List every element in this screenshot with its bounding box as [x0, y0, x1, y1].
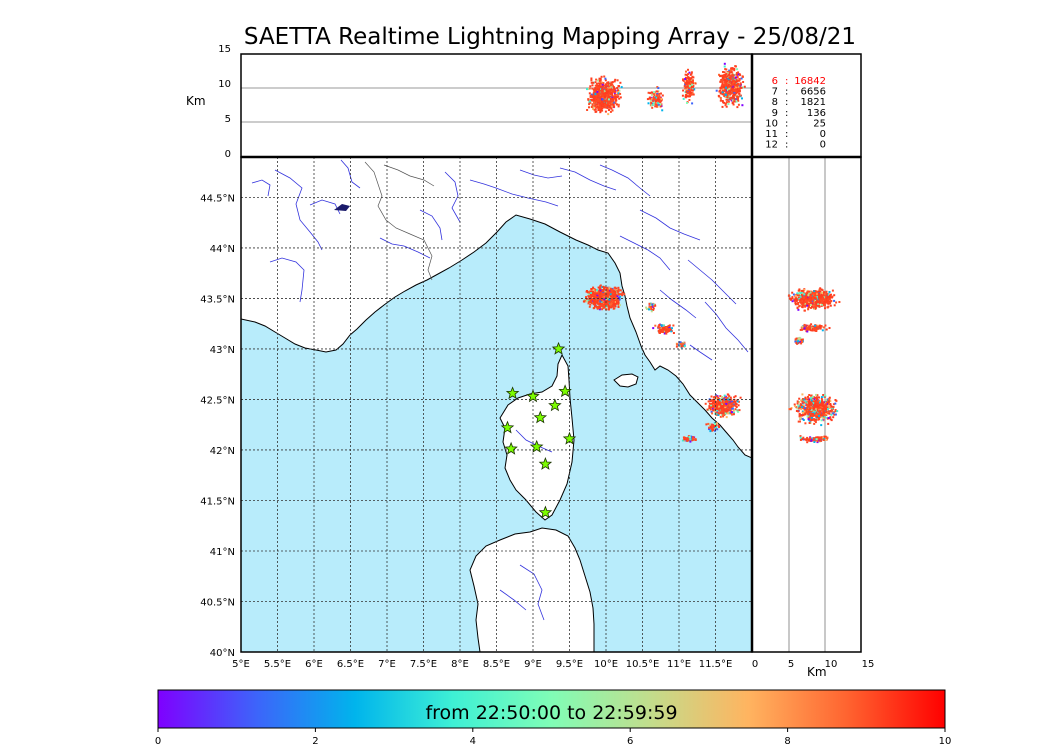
count-level: 8 — [772, 97, 778, 108]
count-value: 25 — [813, 118, 826, 129]
count-value: 1821 — [801, 97, 826, 108]
top-ylabel: Km — [186, 94, 206, 108]
lake — [334, 204, 350, 211]
right-lightning-sources — [787, 287, 841, 444]
count-separator: : — [785, 87, 788, 98]
altitude-tick-label: 15 — [218, 44, 231, 55]
count-value: 6656 — [801, 87, 826, 98]
star-icon — [533, 410, 548, 424]
colorbar-tick: 4 — [470, 736, 476, 747]
lon-tick-label: 11.5°E — [699, 659, 733, 670]
lat-tick-label: 40°N — [210, 648, 235, 659]
star-icon — [551, 341, 566, 355]
corsica-land — [499, 353, 575, 521]
map-grid — [241, 157, 752, 652]
star-icon — [529, 439, 544, 453]
map-panel: 5°E 5.5°E 6°E 6.5°E 7°E 7.5°E 8°E 8.5°E 9°E 9.5°E… — [200, 156, 753, 670]
colorbar: 0 2 4 6 8 10 — [155, 689, 952, 747]
lat-tick-label: 44.5°N — [200, 193, 235, 204]
lat-tick-label: 42°N — [210, 446, 235, 457]
lon-tick-label: 8.5°E — [483, 659, 510, 670]
star-icon — [558, 384, 572, 398]
count-level: 10 — [765, 118, 778, 129]
top-lightning-sources — [586, 62, 746, 116]
star-icon — [504, 441, 518, 455]
count-separator: : — [785, 76, 788, 87]
map-lightning-sources — [582, 284, 742, 443]
right-xtick-labels: 0 5 10 15 — [752, 659, 875, 670]
altitude-tick-label: 15 — [862, 659, 875, 670]
lon-tick-label: 8°E — [451, 659, 469, 670]
colorbar-tick: 6 — [627, 736, 633, 747]
lat-tick-label: 44°N — [210, 244, 235, 255]
altitude-tick-label: 10 — [825, 659, 838, 670]
top-ytick-labels: 15 10 5 0 — [218, 44, 231, 160]
latitude-tick-labels: 44.5°N 44°N 43.5°N 43°N 42.5°N 42°N 41.5°N 41°N… — [200, 193, 235, 659]
star-icon — [526, 389, 540, 403]
count-level: 9 — [772, 108, 778, 119]
lat-tick-label: 41°N — [210, 547, 235, 558]
count-level: 12 — [765, 140, 778, 151]
count-separator: : — [785, 118, 788, 129]
lon-tick-label: 10°E — [594, 659, 618, 670]
longitude-tick-labels: 5°E 5.5°E 6°E 6.5°E 7°E 7.5°E 8°E 8.5°E 9°E 9.5°E… — [232, 659, 732, 670]
lon-tick-label: 11°E — [667, 659, 691, 670]
lon-tick-label: 5.5°E — [264, 659, 291, 670]
altitude-tick-label: 5 — [788, 659, 794, 670]
count-separator: : — [785, 108, 788, 119]
lon-tick-label: 10.5°E — [626, 659, 660, 670]
lon-tick-label: 6.5°E — [337, 659, 364, 670]
count-value: 0 — [820, 140, 826, 151]
elba-island — [613, 373, 639, 388]
altitude-longitude-panel: Km 15 10 5 0 — [186, 44, 753, 160]
colorbar-label: from 22:50:00 to 22:59:59 — [425, 702, 678, 724]
lat-tick-label: 41.5°N — [200, 496, 235, 507]
star-icon — [562, 431, 577, 445]
star-icon — [500, 420, 515, 434]
count-value: 0 — [820, 129, 826, 140]
borders — [364, 161, 435, 281]
count-level: 7 — [772, 87, 778, 98]
lon-tick-label: 5°E — [232, 659, 250, 670]
lon-tick-label: 7°E — [378, 659, 396, 670]
lat-tick-label: 42.5°N — [200, 395, 235, 406]
count-separator: : — [785, 129, 788, 140]
mainland-land — [241, 157, 752, 459]
lon-tick-label: 7.5°E — [410, 659, 437, 670]
lat-tick-label: 43.5°N — [200, 294, 235, 305]
altitude-tick-label: 10 — [218, 79, 231, 90]
altitude-tick-label: 0 — [225, 149, 231, 160]
altitude-tick-label: 0 — [752, 659, 758, 670]
colorbar-tick-labels: 0 2 4 6 8 10 — [155, 728, 952, 747]
count-separator: : — [785, 97, 788, 108]
count-value: 16842 — [794, 76, 826, 87]
right-xlabel: Km — [807, 665, 827, 679]
colorbar-tick: 2 — [312, 736, 318, 747]
colorbar-tick: 8 — [784, 736, 790, 747]
colorbar-gradient — [157, 689, 946, 729]
count-separator: : — [785, 140, 788, 151]
lon-tick-label: 6°E — [305, 659, 323, 670]
lon-tick-label: 9.5°E — [556, 659, 583, 670]
altitude-latitude-panel: 0 5 10 15 Km — [751, 156, 875, 679]
colorbar-tick: 0 — [155, 736, 161, 747]
count-value: 136 — [807, 108, 826, 119]
star-icon — [548, 398, 562, 412]
star-icon — [538, 456, 553, 470]
altitude-tick-label: 5 — [225, 114, 231, 125]
lat-tick-label: 43°N — [210, 345, 235, 356]
lon-tick-label: 9°E — [524, 659, 542, 670]
star-icon — [505, 386, 520, 400]
colorbar-tick: 10 — [939, 736, 952, 747]
chart-title: SAETTA Realtime Lightning Mapping Array … — [243, 24, 857, 50]
lma-stations — [500, 341, 577, 519]
star-icon — [538, 505, 553, 519]
count-level: 11 — [765, 129, 778, 140]
lat-tick-label: 40.5°N — [200, 597, 235, 608]
count-level: 6 — [772, 76, 778, 87]
rivers — [251, 159, 749, 621]
